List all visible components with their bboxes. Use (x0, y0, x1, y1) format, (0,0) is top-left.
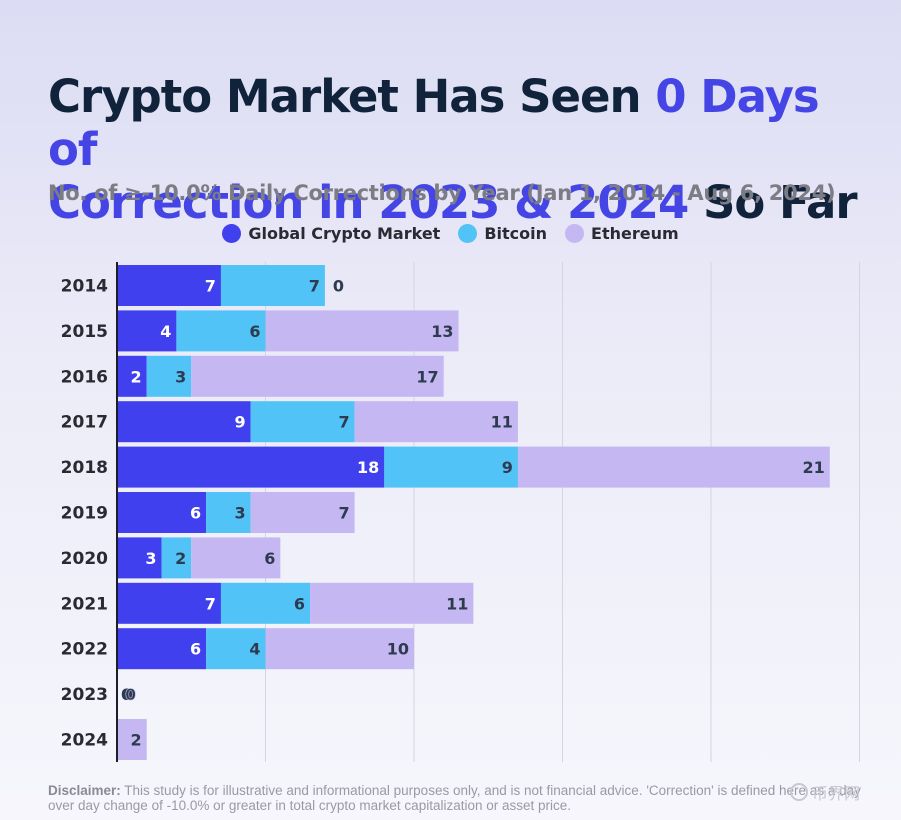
bar-2015-1 (176, 310, 266, 352)
data-label-2022-0: 6 (190, 640, 201, 659)
data-label-2023-0: 0 (121, 685, 132, 704)
data-label-2018-1: 9 (502, 458, 513, 477)
data-label-2023-2: 0 (125, 685, 136, 704)
bar-2014-0 (117, 265, 221, 306)
bar-2022-0 (117, 628, 207, 670)
data-label-2020-0: 3 (145, 549, 156, 568)
category-label-2016: 2016 (61, 367, 108, 387)
data-label-2022-1: 4 (249, 640, 260, 659)
data-label-2016-1: 3 (175, 367, 186, 386)
data-label-2021-1: 6 (294, 594, 305, 613)
watermark-logo-icon (790, 783, 808, 801)
category-label-2014: 2014 (61, 277, 108, 297)
disclaimer-label: Disclaimer: (48, 783, 121, 798)
data-label-2019-1: 3 (235, 504, 246, 523)
bar-2018-0 (117, 446, 385, 488)
category-label-2017: 2017 (61, 413, 108, 433)
data-label-2014-2: 0 (333, 277, 344, 296)
legend-label-global: Global Crypto Market (248, 224, 441, 243)
title-part1: Crypto Market Has Seen (48, 70, 656, 123)
data-label-2019-2: 7 (338, 504, 349, 523)
data-label-2017-2: 11 (491, 413, 513, 432)
disclaimer: Disclaimer: This study is for illustrati… (48, 783, 878, 813)
bar-2018-2 (517, 446, 830, 488)
legend-swatch-bitcoin (458, 224, 478, 243)
bar-2016-1 (146, 355, 192, 397)
data-label-2022-2: 10 (387, 640, 409, 659)
data-label-2020-2: 6 (264, 549, 275, 568)
disclaimer-text: This study is for illustrative and infor… (48, 783, 861, 813)
bar-2017-2 (354, 401, 518, 443)
data-label-2018-0: 18 (357, 458, 379, 477)
data-label-2016-0: 2 (131, 367, 142, 386)
legend-item-ethereum: Ethereum (565, 224, 679, 243)
category-label-2023: 2023 (61, 685, 108, 705)
data-label-2021-2: 11 (446, 594, 468, 613)
bar-2014-1 (220, 265, 325, 306)
bar-2019-2 (250, 492, 355, 533)
bar-2017-0 (117, 401, 251, 443)
category-label-2018: 2018 (61, 458, 108, 478)
data-label-2014-0: 7 (205, 277, 216, 296)
chart-title: Crypto Market Has Seen 0 Days of Correcti… (48, 70, 878, 229)
category-label-2019: 2019 (61, 504, 108, 524)
data-label-2014-1: 7 (309, 277, 320, 296)
bar-2020-2 (191, 537, 281, 579)
bar-2022-2 (265, 628, 414, 670)
data-label-2016-2: 17 (416, 367, 438, 386)
data-label-2017-1: 7 (338, 413, 349, 432)
legend-item-global: Global Crypto Market (222, 224, 440, 243)
bar-2019-0 (117, 492, 207, 533)
bar-2017-1 (250, 401, 355, 443)
chart-subtitle: No. of ≥-10.0% Daily Corrections by Year… (48, 181, 836, 205)
data-label-2015-2: 13 (431, 322, 453, 341)
title-part2: So Far (688, 176, 858, 229)
legend-label-ethereum: Ethereum (591, 224, 679, 243)
data-label-2023-1: 0 (123, 685, 134, 704)
bar-2021-2 (310, 582, 474, 624)
bar-2016-2 (191, 355, 444, 397)
title-highlight1: 0 Days of (48, 70, 820, 176)
bar-2015-0 (117, 310, 177, 352)
category-label-2021: 2021 (61, 594, 108, 614)
bar-2021-0 (117, 582, 221, 624)
bar-2016-0 (117, 355, 147, 397)
legend-swatch-ethereum (565, 224, 585, 243)
data-label-2020-1: 2 (175, 549, 186, 568)
category-label-2015: 2015 (61, 322, 108, 342)
data-label-2015-1: 6 (249, 322, 260, 341)
watermark-text: 币界网 (812, 784, 861, 803)
title-highlight2: Correction in 2023 & 2024 (48, 176, 689, 229)
category-label-2020: 2020 (61, 549, 108, 569)
category-label-2024: 2024 (61, 731, 108, 751)
bar-2022-1 (206, 628, 266, 670)
bar-2018-1 (384, 446, 518, 488)
bar-2020-0 (117, 537, 162, 579)
legend: Global Crypto Market Bitcoin Ethereum (0, 224, 901, 243)
category-label-2022: 2022 (61, 640, 108, 660)
bar-2020-1 (161, 537, 192, 579)
bar-2024-2 (117, 719, 147, 760)
data-label-2019-0: 6 (190, 504, 201, 523)
bar-2021-1 (220, 582, 311, 624)
data-label-2015-0: 4 (160, 322, 171, 341)
watermark: 币界网 (790, 780, 860, 804)
bar-2019-1 (206, 492, 251, 533)
legend-swatch-global (222, 224, 242, 243)
data-label-2024-2: 2 (131, 731, 142, 750)
data-label-2017-0: 9 (235, 413, 246, 432)
bar-2015-2 (265, 310, 459, 352)
data-label-2021-0: 7 (205, 594, 216, 613)
data-label-2018-2: 21 (803, 458, 825, 477)
legend-item-bitcoin: Bitcoin (458, 224, 547, 243)
legend-label-bitcoin: Bitcoin (484, 224, 548, 243)
